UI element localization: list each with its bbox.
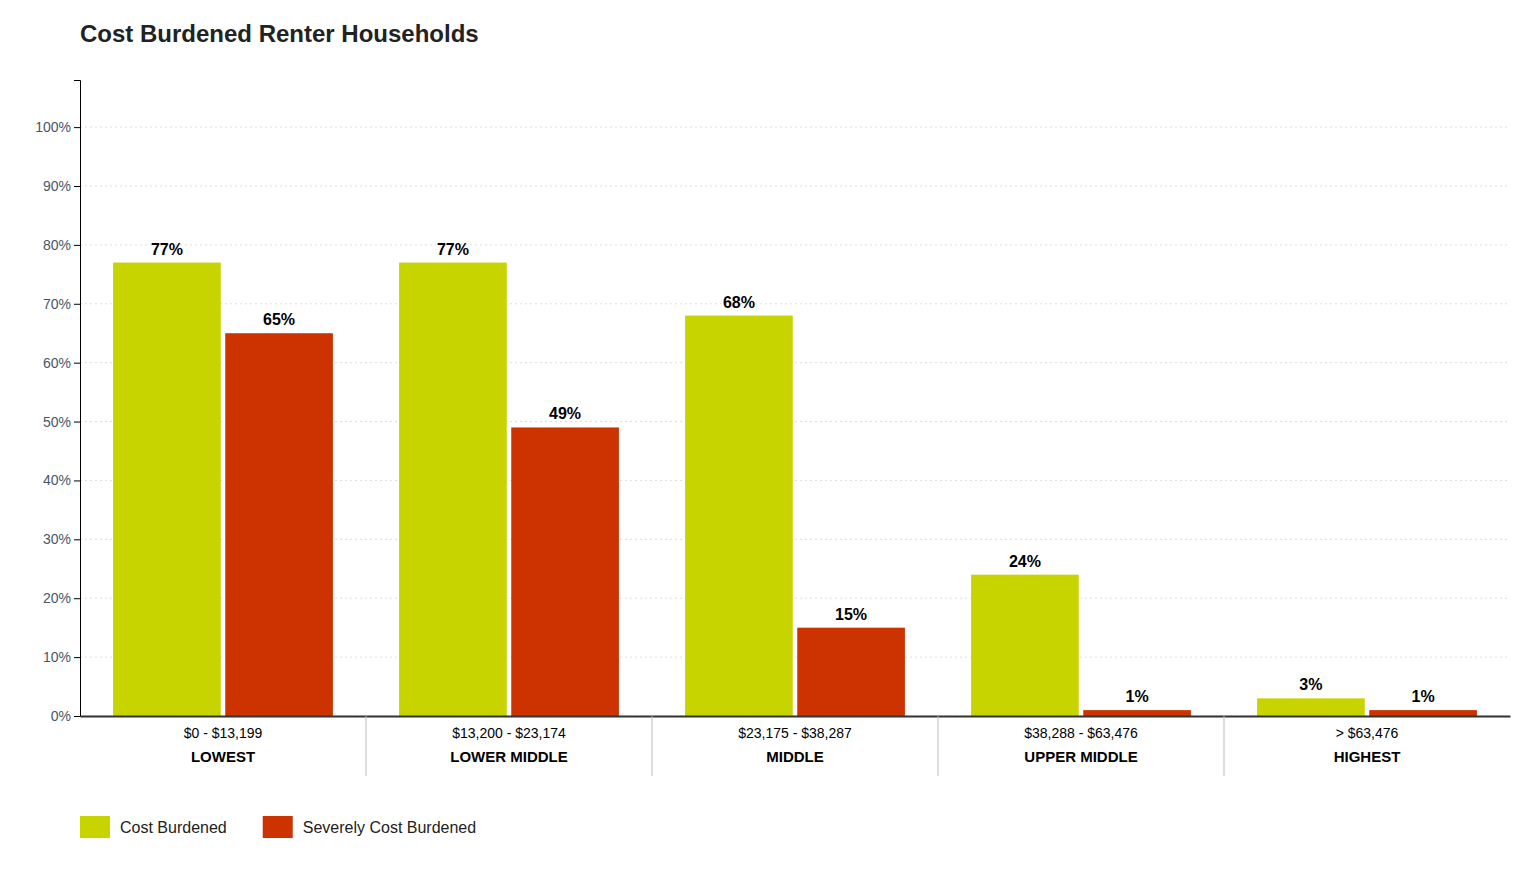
- x-tick-label: $13,200 - $23,174: [452, 725, 566, 741]
- grid-line: [80, 127, 1510, 128]
- x-tick-label: $23,175 - $38,287: [738, 725, 852, 741]
- y-tick: 80%: [43, 237, 80, 253]
- x-tick: $23,175 - $38,287 MIDDLE: [738, 725, 852, 765]
- y-tick-label: 70%: [43, 296, 71, 312]
- bar: [1083, 710, 1191, 716]
- x-tick-label: > $63,476: [1336, 725, 1399, 741]
- y-tick: 10%: [43, 649, 80, 665]
- legend-swatch: [263, 816, 293, 838]
- y-tick: 30%: [43, 531, 80, 547]
- data-label: 3%: [1299, 676, 1322, 693]
- x-tick: $0 - $13,199 LOWEST: [184, 725, 263, 765]
- y-axis: 0% 10% 20% 30% 40% 50% 60% 70% 80% 90% 100%: [35, 81, 80, 724]
- bar: [113, 263, 221, 716]
- dividers: [366, 716, 1224, 776]
- y-tick: 20%: [43, 590, 80, 606]
- legend-swatch: [80, 816, 110, 838]
- legend-item: Cost Burdened: [80, 816, 227, 838]
- data-label: 68%: [723, 294, 755, 311]
- legend: Cost Burdened Severely Cost Burdened: [80, 816, 476, 838]
- y-tick-label: 100%: [35, 119, 71, 135]
- bar: [685, 316, 793, 716]
- y-tick: 90%: [43, 178, 80, 194]
- data-label: 1%: [1126, 688, 1149, 705]
- data-label: 49%: [549, 405, 581, 422]
- bar: [971, 575, 1079, 716]
- chart: 0% 10% 20% 30% 40% 50% 60% 70% 80% 90% 100% 77% 77% 6…: [0, 0, 1540, 886]
- legend-label: Severely Cost Burdened: [303, 819, 476, 836]
- title: Cost Burdened Renter Households: [80, 20, 479, 47]
- y-tick-label: 60%: [43, 355, 71, 371]
- x-axis-line: [81, 716, 1511, 718]
- y-tick-label: 80%: [43, 237, 71, 253]
- data-label: 77%: [151, 241, 183, 258]
- divider: [652, 716, 653, 776]
- y-tick: 70%: [43, 296, 80, 312]
- bar: [225, 333, 333, 716]
- series: [225, 333, 1477, 716]
- bar: [1257, 698, 1365, 716]
- legend-label: Cost Burdened: [120, 819, 227, 836]
- y-tick-label: 20%: [43, 590, 71, 606]
- y-tick: 40%: [43, 472, 80, 488]
- y-axis-line: [74, 81, 81, 717]
- x-axis: $0 - $13,199 LOWEST $13,200 - $23,174 LOWER…: [81, 717, 1511, 766]
- bar: [797, 628, 905, 716]
- y-tick: 100%: [35, 119, 80, 135]
- x-tick-label: HIGHEST: [1334, 748, 1401, 765]
- y-tick-label: 0%: [51, 708, 71, 724]
- data-label: 77%: [437, 241, 469, 258]
- x-tick-label: UPPER MIDDLE: [1024, 748, 1137, 765]
- y-tick: 0%: [51, 708, 80, 724]
- bar: [399, 263, 507, 716]
- y-tick-label: 50%: [43, 414, 71, 430]
- x-tick: $38,288 - $63,476 UPPER MIDDLE: [1024, 725, 1138, 765]
- bar: [1369, 710, 1477, 716]
- x-tick: > $63,476 HIGHEST: [1334, 725, 1401, 765]
- y-tick-mark: [74, 422, 80, 423]
- y-tick-mark: [74, 363, 80, 364]
- bars: [113, 263, 1477, 716]
- y-tick-mark: [74, 186, 80, 187]
- grid-line: [80, 244, 1510, 245]
- y-tick-label: 90%: [43, 178, 71, 194]
- data-label: 15%: [835, 606, 867, 623]
- y-tick-label: 10%: [43, 649, 71, 665]
- plot: 0% 10% 20% 30% 40% 50% 60% 70% 80% 90% 100% 77% 77% 6…: [35, 81, 1510, 839]
- grid-line: [80, 716, 1510, 717]
- y-tick-mark: [74, 657, 80, 658]
- x-tick-label: $0 - $13,199: [184, 725, 263, 741]
- data-labels: 77% 77% 68% 24% 3% 65% 49% 15% 1% 1%: [151, 241, 1435, 706]
- y-tick-mark: [74, 716, 80, 717]
- y-tick-mark: [74, 245, 80, 246]
- y-tick: 50%: [43, 414, 80, 430]
- x-tick-label: $38,288 - $63,476: [1024, 725, 1138, 741]
- legend-item: Severely Cost Burdened: [263, 816, 476, 838]
- y-tick-mark: [74, 598, 80, 599]
- x-tick-label: LOWER MIDDLE: [450, 748, 568, 765]
- data-label: 24%: [1009, 553, 1041, 570]
- divider: [1224, 716, 1225, 776]
- divider: [366, 716, 367, 776]
- y-tick-mark: [74, 127, 80, 128]
- grid-line: [80, 303, 1510, 304]
- data-label: 65%: [263, 311, 295, 328]
- x-tick: $13,200 - $23,174 LOWER MIDDLE: [450, 725, 568, 765]
- y-tick-mark: [74, 539, 80, 540]
- y-tick-mark: [74, 480, 80, 481]
- y-tick: 60%: [43, 355, 80, 371]
- data-label: 1%: [1412, 688, 1435, 705]
- divider: [938, 716, 939, 776]
- y-tick-mark: [74, 304, 80, 305]
- grid: [80, 127, 1510, 716]
- x-tick-label: LOWEST: [191, 748, 255, 765]
- bar: [511, 427, 619, 716]
- y-tick-label: 30%: [43, 531, 71, 547]
- grid-line: [80, 186, 1510, 187]
- series: [113, 263, 1365, 716]
- x-tick-label: MIDDLE: [766, 748, 824, 765]
- y-tick-label: 40%: [43, 472, 71, 488]
